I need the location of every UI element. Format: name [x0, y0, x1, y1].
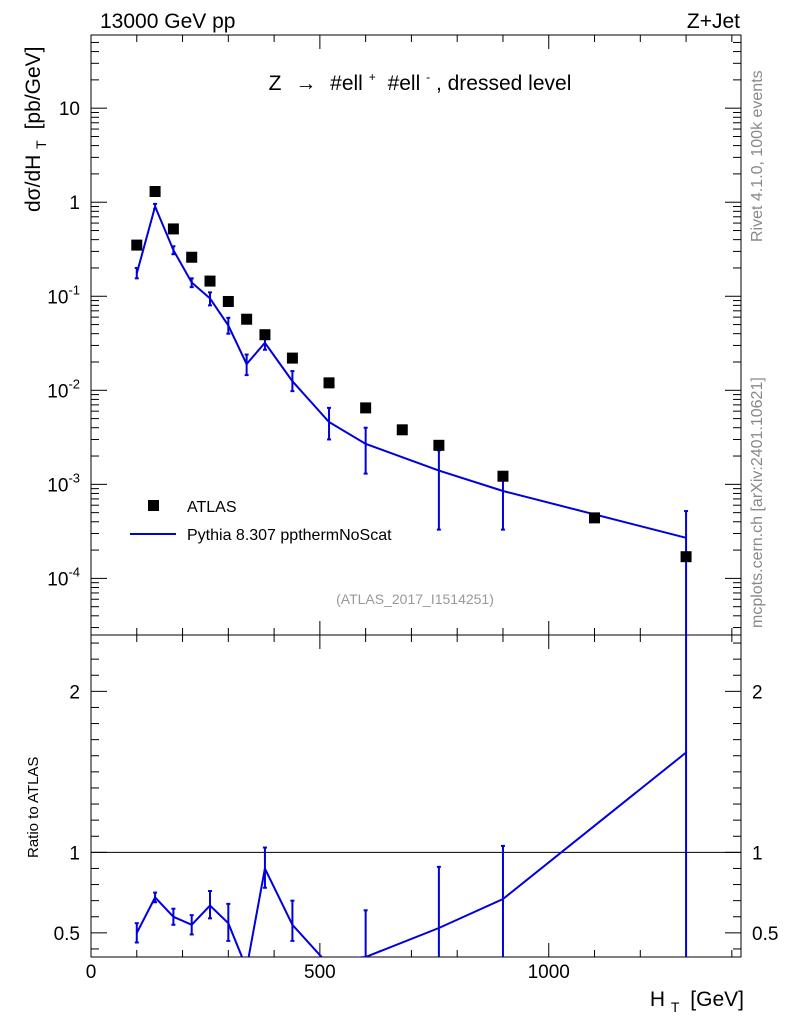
y-tick-label-base: 10 [59, 99, 80, 120]
atlas-data-point [259, 329, 271, 341]
x-axis-label: H T [GeV] [650, 988, 744, 1017]
pythia-series-line [135, 203, 687, 539]
x-tick-label: 500 [304, 962, 336, 983]
atlas-data-point [396, 424, 408, 436]
ratio-tick-label-right: 0.5 [752, 924, 778, 945]
y-axis-label-unit: [pb/GeV] [22, 47, 45, 130]
atlas-data-point [589, 512, 601, 524]
x-axis-label-sub: T [671, 999, 680, 1015]
ratio-tick-label-right: 1 [752, 843, 763, 864]
ratio-tick-label-left: 1 [69, 843, 80, 864]
x-axis-label-main: H [650, 988, 665, 1011]
atlas-data-point [149, 186, 161, 198]
atlas-data-point [433, 439, 445, 451]
title-l2: #ell [388, 72, 421, 95]
ratio-y-axis-label: Ratio to ATLAS [25, 757, 42, 858]
atlas-data-point [286, 352, 298, 364]
main-plot-frame [90, 34, 742, 636]
y-tick-label-base: 10 [47, 287, 68, 308]
ratio-tick-label-left: 0.5 [54, 924, 80, 945]
title-l1-sup: + [369, 70, 376, 84]
title-z: Z [269, 72, 282, 95]
title-post: , dressed level [436, 72, 571, 95]
atlas-data-point [497, 470, 509, 482]
y-tick-label: 10-4 [47, 564, 80, 590]
y-tick-label-base: 1 [69, 193, 80, 214]
y-tick-label: 10 [59, 99, 80, 120]
y-tick-label-exponent: -3 [68, 470, 80, 485]
header-right: Z+Jet [687, 10, 740, 33]
y-tick-label-exponent: -4 [68, 564, 80, 579]
x-axis-label-unit: [GeV] [690, 988, 744, 1011]
ratio-plot-marks [134, 635, 688, 957]
ratio-tick-label-right: 2 [752, 682, 763, 703]
atlas-data-point [167, 223, 179, 235]
legend-label-atlas: ATLAS [187, 499, 237, 516]
y-tick-label-base: 10 [47, 569, 68, 590]
ratio-series-line [135, 751, 687, 957]
atlas-data-point [360, 402, 372, 414]
y-tick-label: 10-2 [47, 376, 80, 402]
y-tick-label-exponent: -1 [68, 282, 80, 297]
legend: ATLAS Pythia 8.307 ppthermNoScat [130, 499, 392, 544]
atlas-data-point [131, 239, 143, 251]
ratio-plot-frame [90, 634, 742, 958]
atlas-data-point [323, 377, 335, 389]
chart-title: Z → #ell + #ell - , dressed level [269, 63, 572, 95]
atlas-data-point [241, 313, 253, 325]
y-tick-label-base: 10 [47, 475, 68, 496]
x-tick-label: 0 [86, 962, 97, 983]
y-axis-label: dσ/dH T [pb/GeV] [22, 47, 51, 212]
atlas-data-point [680, 551, 692, 563]
axis-ticks [90, 34, 741, 957]
x-tick-label: 1000 [528, 962, 570, 983]
ratio-tick-label-left: 2 [69, 682, 80, 703]
legend-marker-atlas [148, 500, 159, 511]
y-axis-label-pre: dσ/dH [22, 155, 45, 212]
title-l2-sup: - [426, 70, 430, 84]
header-left: 13000 GeV pp [100, 10, 235, 33]
atlas-data-point [204, 275, 216, 287]
y-axis-label-sub: T [33, 140, 49, 149]
atlas-data-point [186, 251, 198, 263]
legend-label-pythia: Pythia 8.307 ppthermNoScat [187, 527, 392, 544]
y-tick-label: 10-3 [47, 470, 80, 496]
y-tick-label: 1 [69, 193, 80, 214]
title-arrow: → [295, 72, 316, 95]
rivet-label: Rivet 4.1.0, 100k events [749, 70, 766, 242]
y-tick-label-base: 10 [47, 381, 68, 402]
mcplots-label: mcplots.cern.ch [arXiv:2401.10621] [749, 377, 766, 628]
title-l1: #ell [330, 72, 363, 95]
main-plot-marks [131, 186, 692, 635]
y-tick-label: 10-1 [47, 282, 80, 308]
analysis-id: (ATLAS_2017_I1514251) [336, 591, 494, 607]
atlas-data-point [222, 295, 234, 307]
y-tick-label-exponent: -2 [68, 376, 80, 391]
